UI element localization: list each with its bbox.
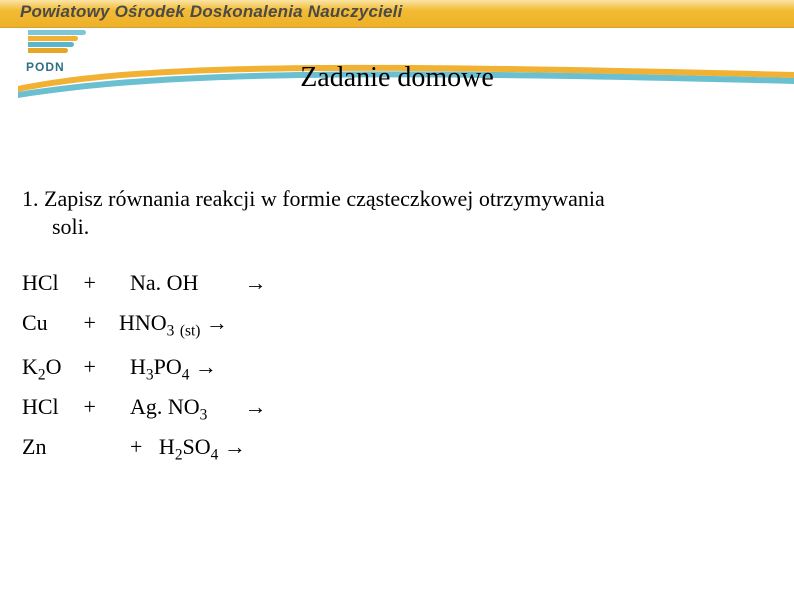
content: 1. Zapisz równania reakcji w formie cząs…: [22, 185, 772, 474]
state-note: (st): [180, 322, 201, 339]
arrow-icon: →: [245, 394, 267, 420]
reactant-b: Ag. NO3: [119, 394, 239, 420]
reactant-a: HCl: [22, 270, 78, 296]
arrow-icon: →: [206, 310, 228, 336]
logo-bars-icon: [28, 30, 86, 53]
task-line2: soli.: [22, 213, 772, 241]
formula-text: Ag. NO: [130, 394, 200, 419]
plus-sign: +: [84, 354, 114, 380]
plus-sign: +: [84, 310, 114, 336]
formula-text: H: [159, 434, 175, 459]
header-gold-bar: Powiatowy Ośrodek Doskonalenia Nauczycie…: [0, 0, 794, 28]
plus-sign: +: [130, 434, 142, 459]
plus-sign: +: [84, 270, 114, 296]
plus-sign: +: [84, 394, 114, 420]
task-text: 1. Zapisz równania reakcji w formie cząs…: [22, 185, 772, 240]
reactant-b: Na. OH: [119, 270, 239, 296]
subscript: 3: [167, 322, 175, 339]
equation-row: K2O + H3PO4 →: [22, 354, 772, 380]
reactant-b: + H2SO4 →: [119, 434, 239, 460]
reactant-a: Zn: [22, 434, 78, 460]
reactant-a: Cu: [22, 310, 78, 336]
reactant-b: HNO3 (st) →: [119, 310, 239, 340]
equations: HCl + Na. OH → Cu + HNO3 (st) → K2O + H3…: [22, 270, 772, 460]
formula-text: HNO: [119, 310, 167, 335]
formula-text: H: [130, 354, 146, 379]
arrow-icon: →: [245, 270, 267, 296]
formula-text: O: [46, 354, 62, 379]
page-title: Zadanie domowe: [0, 62, 794, 94]
subscript: 2: [38, 367, 46, 384]
reactant-a: HCl: [22, 394, 78, 420]
equation-row: Zn + H2SO4 →: [22, 434, 772, 460]
subscript: 4: [211, 447, 219, 464]
equation-row: HCl + Na. OH →: [22, 270, 772, 296]
arrow-icon: →: [195, 354, 217, 380]
reactant-b: H3PO4 →: [119, 354, 239, 380]
reactant-a: K2O: [22, 354, 78, 380]
subscript: 3: [146, 367, 154, 384]
formula-text: K: [22, 354, 38, 379]
formula-text: PO: [154, 354, 182, 379]
reactant-b-text: Na. OH: [130, 270, 198, 295]
subscript: 3: [200, 407, 208, 424]
org-name: Powiatowy Ośrodek Doskonalenia Nauczycie…: [20, 2, 403, 22]
subscript: 4: [182, 367, 190, 384]
subscript: 2: [175, 447, 183, 464]
task-line1: 1. Zapisz równania reakcji w formie cząs…: [22, 186, 605, 211]
equation-row: Cu + HNO3 (st) →: [22, 310, 772, 340]
equation-row: HCl + Ag. NO3 →: [22, 394, 772, 420]
formula-text: SO: [183, 434, 211, 459]
arrow-icon: →: [224, 434, 246, 460]
